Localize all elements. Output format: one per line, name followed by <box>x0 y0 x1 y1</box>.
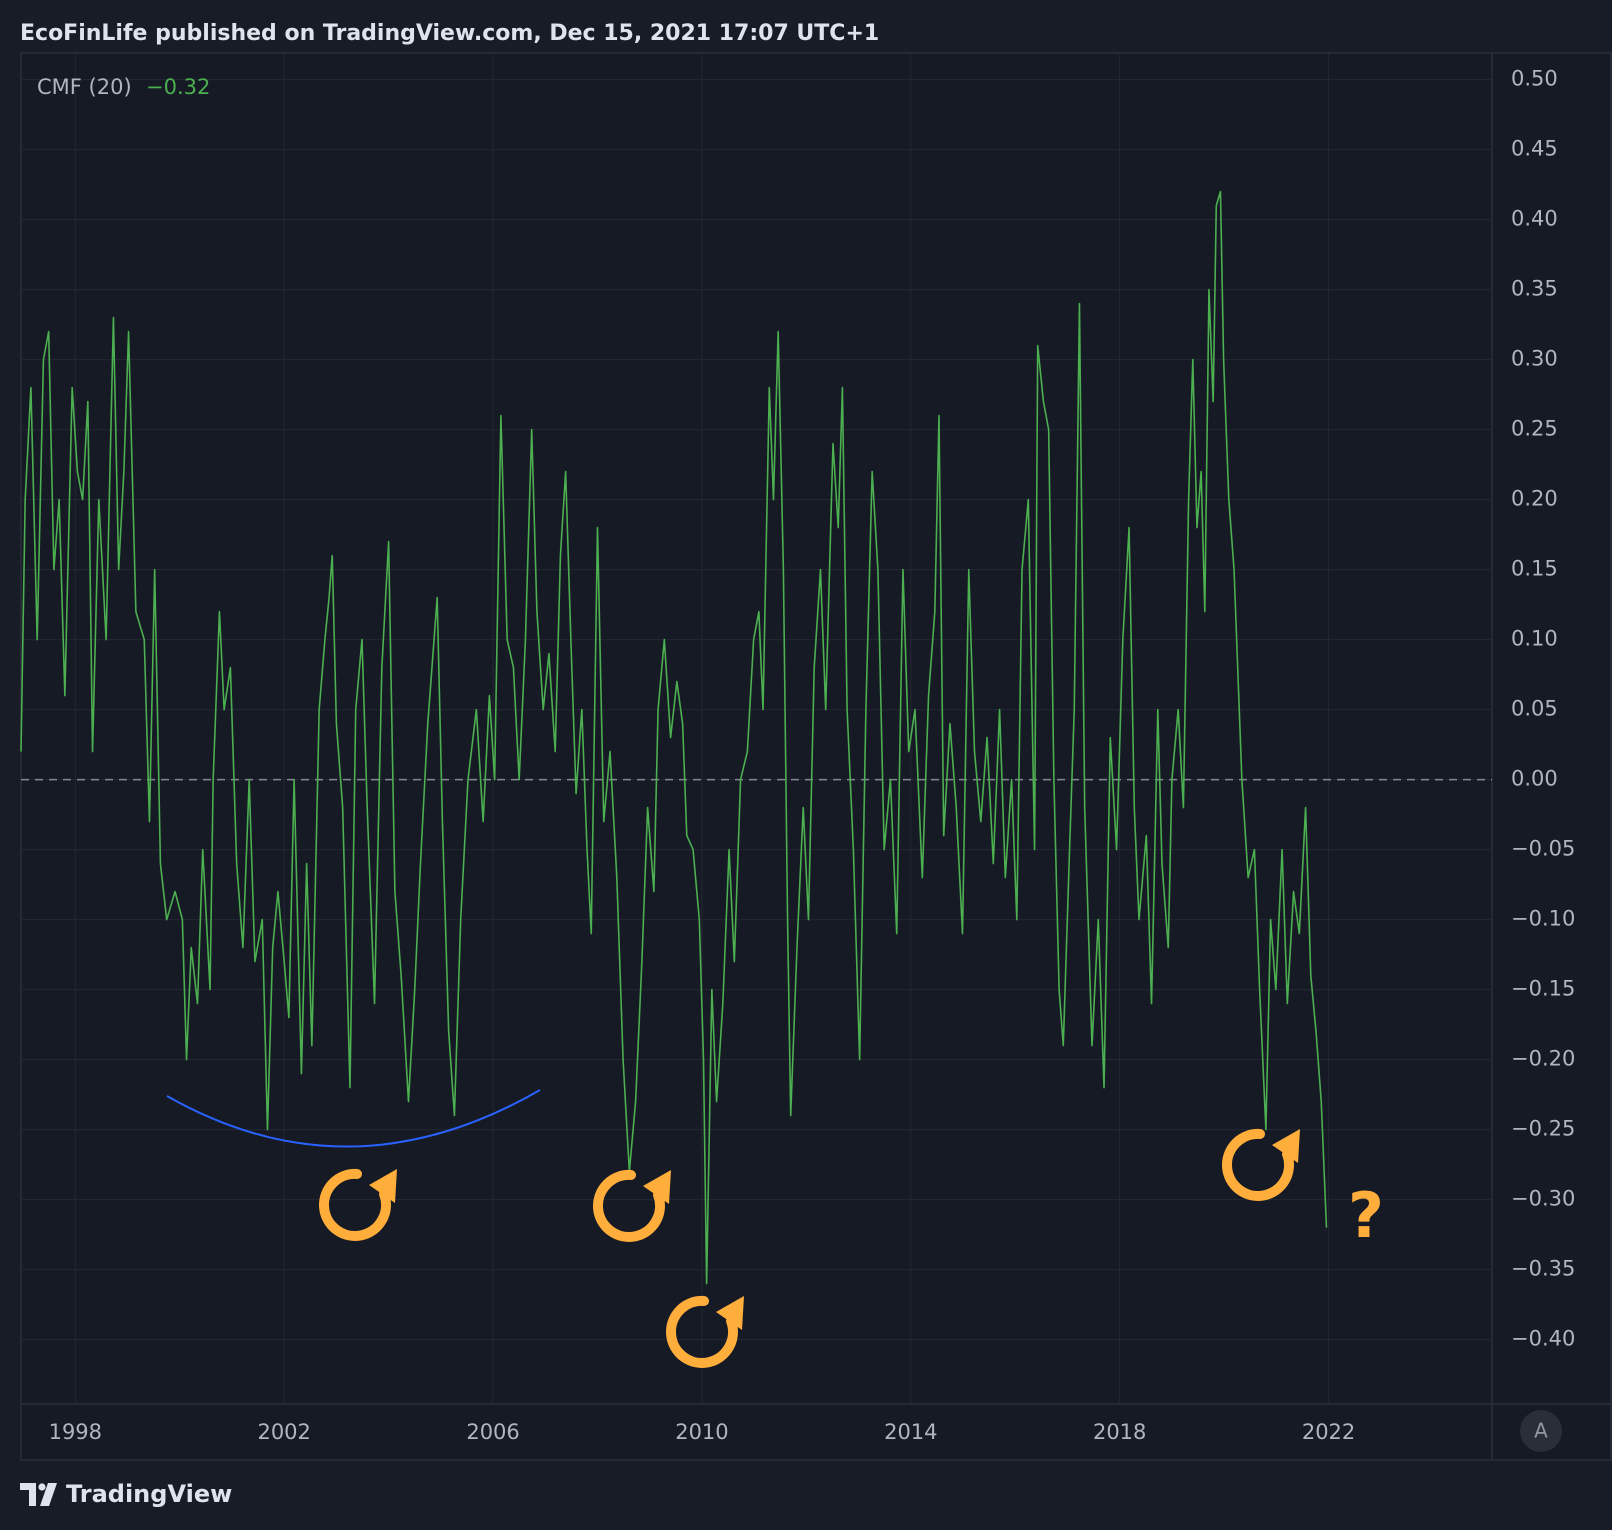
y-tick-label: −0.35 <box>1511 1257 1575 1281</box>
annotation-arc <box>166 1089 541 1148</box>
y-tick-label: −0.05 <box>1511 837 1575 861</box>
y-tick-label: 0.20 <box>1511 487 1558 511</box>
y-tick-label: −0.10 <box>1511 907 1575 931</box>
y-tick-label: 0.15 <box>1511 557 1558 581</box>
x-tick-label: 1998 <box>49 1420 102 1444</box>
y-tick-label: 0.10 <box>1511 627 1558 651</box>
y-tick-label: −0.20 <box>1511 1047 1575 1071</box>
brand-logo <box>20 1483 57 1506</box>
y-tick-label: 0.05 <box>1511 697 1558 721</box>
plot <box>20 190 1328 1285</box>
y-tick-label: 0.45 <box>1511 137 1558 161</box>
grid <box>21 53 1492 1404</box>
y-tick-label: −0.25 <box>1511 1117 1575 1141</box>
y-tick-label: 0.50 <box>1511 67 1558 91</box>
y-tick-label: −0.30 <box>1511 1187 1575 1211</box>
x-tick-label: 2010 <box>675 1420 728 1444</box>
x-tick-label: 2022 <box>1302 1420 1355 1444</box>
y-tick-label: 0.00 <box>1511 767 1558 791</box>
x-tick-label: 2014 <box>884 1420 937 1444</box>
y-tick-label: 0.30 <box>1511 347 1558 371</box>
chart-frame <box>20 52 1612 1461</box>
data-line <box>20 190 1328 1285</box>
legend-name: CMF (20) <box>37 75 132 99</box>
y-tick-label: 0.40 <box>1511 207 1558 231</box>
annotation-question: ? <box>1348 1179 1384 1252</box>
y-tick-label: −0.15 <box>1511 977 1575 1001</box>
y-tick-label: 0.25 <box>1511 417 1558 441</box>
x-tick-label: 2018 <box>1093 1420 1146 1444</box>
x-tick-label: 2006 <box>466 1420 519 1444</box>
y-tick-label: 0.35 <box>1511 277 1558 301</box>
auto-scale-label[interactable]: A <box>1534 1419 1548 1443</box>
brand-name: TradingView <box>66 1480 232 1508</box>
header: EcoFinLife published on TradingView.com,… <box>20 21 879 46</box>
x-tick-label: 2002 <box>257 1420 310 1444</box>
legend-value: −0.32 <box>146 75 210 99</box>
auto-scale-button[interactable] <box>1520 1410 1562 1452</box>
y-tick-label: −0.40 <box>1511 1327 1575 1351</box>
